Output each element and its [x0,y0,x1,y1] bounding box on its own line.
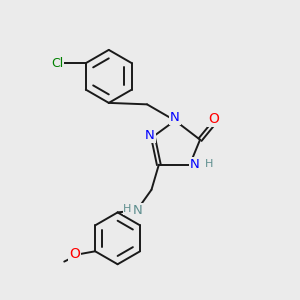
Text: H: H [123,204,131,214]
Text: H: H [205,159,213,169]
Text: Cl: Cl [51,57,63,70]
Text: N: N [190,158,200,171]
Text: O: O [208,112,219,126]
Text: N: N [170,111,180,124]
Text: N: N [133,204,143,217]
Text: O: O [69,247,80,261]
Text: N: N [145,129,155,142]
